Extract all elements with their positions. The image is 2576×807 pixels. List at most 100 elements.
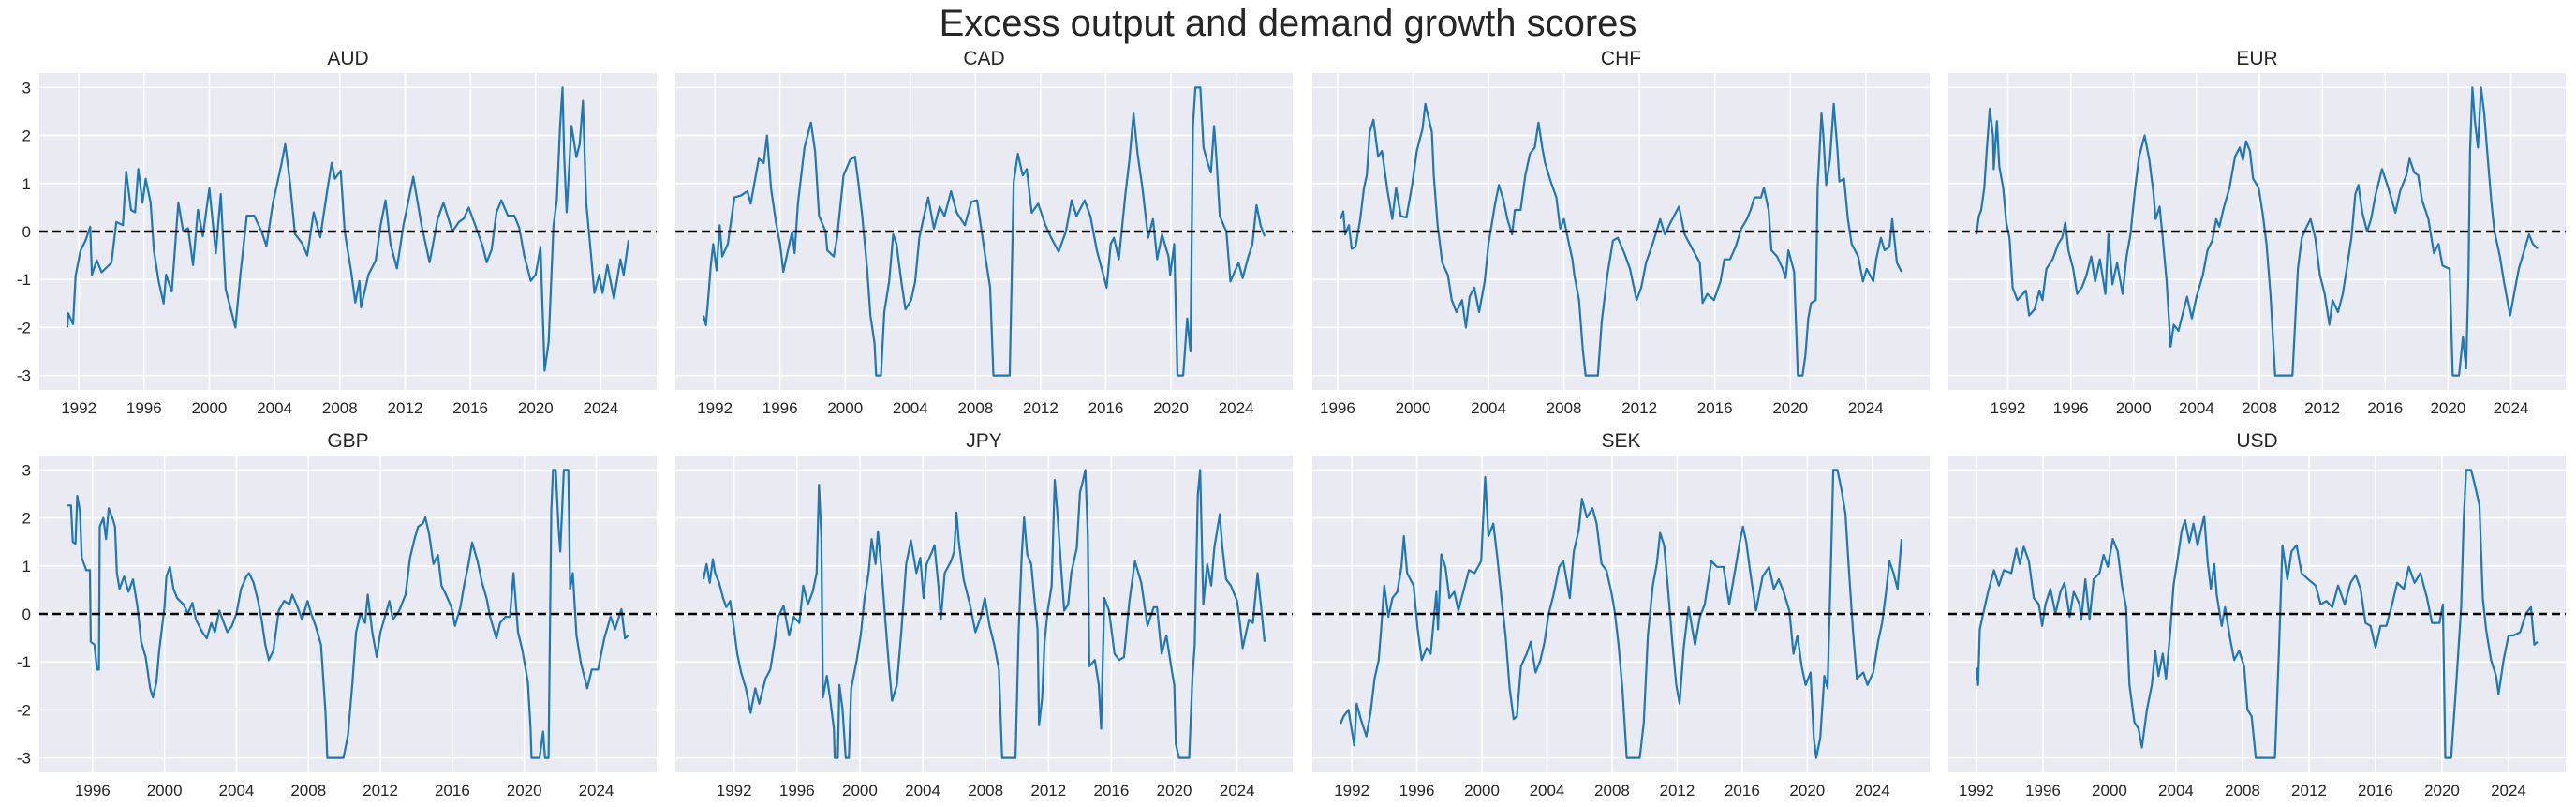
y-tick-label: 2	[22, 510, 31, 528]
x-tick-label: 2020	[1157, 782, 1192, 800]
series-line-chf	[1339, 102, 1902, 377]
x-tick-label: 2008	[1547, 399, 1582, 417]
x-tick-label: 2008	[322, 399, 358, 417]
y-tick-label: 0	[22, 605, 31, 623]
x-tick-label: 2024	[2494, 399, 2529, 417]
x-tick-label: 1996	[2053, 399, 2089, 417]
y-tick-label: 3	[22, 79, 31, 97]
series-line-eur	[1975, 86, 2539, 377]
subplot-title: GBP	[327, 430, 368, 452]
x-tick-label: 1992	[1991, 399, 2026, 417]
x-tick-label: 2004	[893, 399, 928, 417]
x-tick-label: 1996	[2025, 782, 2061, 800]
x-tick-label: 2016	[1725, 782, 1760, 800]
x-tick-label: 1996	[1320, 399, 1355, 417]
subplot-title: USD	[2236, 430, 2277, 452]
x-tick-label: 2012	[1659, 782, 1695, 800]
x-tick-label: 1992	[697, 399, 733, 417]
series-line-jpy	[702, 469, 1266, 759]
x-tick-label: 1996	[779, 782, 815, 800]
x-tick-label: 2012	[2304, 399, 2340, 417]
x-tick-label: 2000	[2092, 782, 2127, 800]
x-tick-label: 2004	[2179, 399, 2214, 417]
subplot-aud: -3 -2 -1 0 1 2 3 1992 1996 2000 2004 2008 2012 2016 20…	[17, 48, 657, 417]
x-tick-label: 2000	[1396, 399, 1431, 417]
x-tick-label: 2016	[2367, 399, 2403, 417]
y-tick-label: -2	[17, 701, 31, 719]
y-tick-label: -3	[17, 750, 31, 768]
x-tick-label: 2012	[1621, 399, 1657, 417]
subplot-gbp: -3 -2 -1 0 1 2 3 1996 2000 2004 2008 2012 2016 2020 20…	[17, 430, 657, 800]
x-tick-label: 2016	[1697, 399, 1733, 417]
x-tick-label: 2020	[518, 399, 554, 417]
series-line-cad	[702, 86, 1266, 377]
x-tick-label: 2024	[1220, 782, 1255, 800]
x-tick-label: 1992	[717, 782, 752, 800]
x-tick-label: 2016	[2358, 782, 2393, 800]
y-tick-label: 1	[22, 558, 31, 575]
x-tick-label: 1996	[762, 399, 798, 417]
x-tick-label: 2020	[1789, 782, 1825, 800]
subplot-title: EUR	[2236, 48, 2277, 69]
y-tick-label: 2	[22, 127, 31, 145]
x-tick-label: 2016	[452, 399, 488, 417]
x-tick-label: 2020	[2424, 782, 2460, 800]
x-tick-label: 2020	[1153, 399, 1189, 417]
x-tick-label: 2004	[905, 782, 940, 800]
x-tick-label: 1992	[61, 399, 96, 417]
y-tick-label: 0	[22, 223, 31, 241]
x-tick-label: 2020	[1772, 399, 1808, 417]
y-tick-label: 1	[22, 175, 31, 193]
x-tick-label: 2012	[363, 782, 398, 800]
x-tick-label: 2020	[2430, 399, 2465, 417]
x-tick-label: 2020	[507, 782, 542, 800]
x-tick-label: 2000	[827, 399, 863, 417]
x-tick-label: 2016	[1088, 399, 1124, 417]
subplot-title: CAD	[963, 48, 1004, 69]
x-tick-label: 2016	[1094, 782, 1130, 800]
x-tick-label: 2008	[1594, 782, 1630, 800]
x-tick-label: 2008	[968, 782, 1003, 800]
subplot-title: AUD	[327, 48, 368, 69]
x-tick-label: 2004	[2158, 782, 2194, 800]
subplot-usd: 1992 1996 2000 2004 2008 2012 2016 2020 2024 USD	[1948, 430, 2566, 800]
x-tick-label: 2000	[192, 399, 228, 417]
series-line-sek	[1339, 469, 1903, 759]
subplot-jpy: 1992 1996 2000 2004 2008 2012 2016 2020 2024 JPY	[675, 430, 1293, 800]
x-tick-label: 1992	[1334, 782, 1369, 800]
x-tick-label: 2008	[2225, 782, 2260, 800]
y-tick-label: -1	[17, 653, 31, 671]
x-tick-label: 2012	[2291, 782, 2327, 800]
series-line-gbp	[67, 469, 629, 759]
x-tick-label: 2024	[579, 782, 614, 800]
x-tick-label: 2004	[1471, 399, 1506, 417]
x-tick-label: 1996	[1399, 782, 1435, 800]
x-tick-label: 2024	[1848, 399, 1884, 417]
x-tick-label: 2008	[957, 399, 993, 417]
subplot-eur: 1992 1996 2000 2004 2008 2012 2016 2020 2024 EUR	[1948, 48, 2566, 417]
x-tick-label: 2012	[388, 399, 423, 417]
x-tick-label: 2024	[2491, 782, 2526, 800]
x-tick-label: 2004	[1530, 782, 1565, 800]
x-tick-label: 2024	[1855, 782, 1890, 800]
x-tick-label: 1996	[75, 782, 111, 800]
y-tick-label: -3	[17, 367, 31, 385]
series-line-usd	[1975, 469, 2539, 759]
subplot-sek: 1992 1996 2000 2004 2008 2012 2016 2020 2024 SEK	[1312, 430, 1930, 800]
x-tick-label: 2000	[842, 782, 878, 800]
subplot-chf: 1996 2000 2004 2008 2012 2016 2020 2024 CHF	[1312, 48, 1930, 417]
x-tick-label: 1996	[126, 399, 162, 417]
x-tick-label: 2012	[1023, 399, 1059, 417]
x-tick-label: 2024	[584, 399, 619, 417]
subplot-title: SEK	[1601, 430, 1640, 452]
y-tick-label: -2	[17, 319, 31, 336]
subplot-cad: 1992 1996 2000 2004 2008 2012 2016 2020 2024 CAD	[675, 48, 1293, 417]
x-tick-label: 2004	[219, 782, 255, 800]
x-tick-label: 2012	[1030, 782, 1066, 800]
x-tick-label: 2004	[257, 399, 292, 417]
x-tick-label: 2000	[1464, 782, 1500, 800]
x-tick-label: 2000	[147, 782, 183, 800]
x-tick-label: 2008	[290, 782, 326, 800]
y-tick-label: 3	[22, 461, 31, 479]
